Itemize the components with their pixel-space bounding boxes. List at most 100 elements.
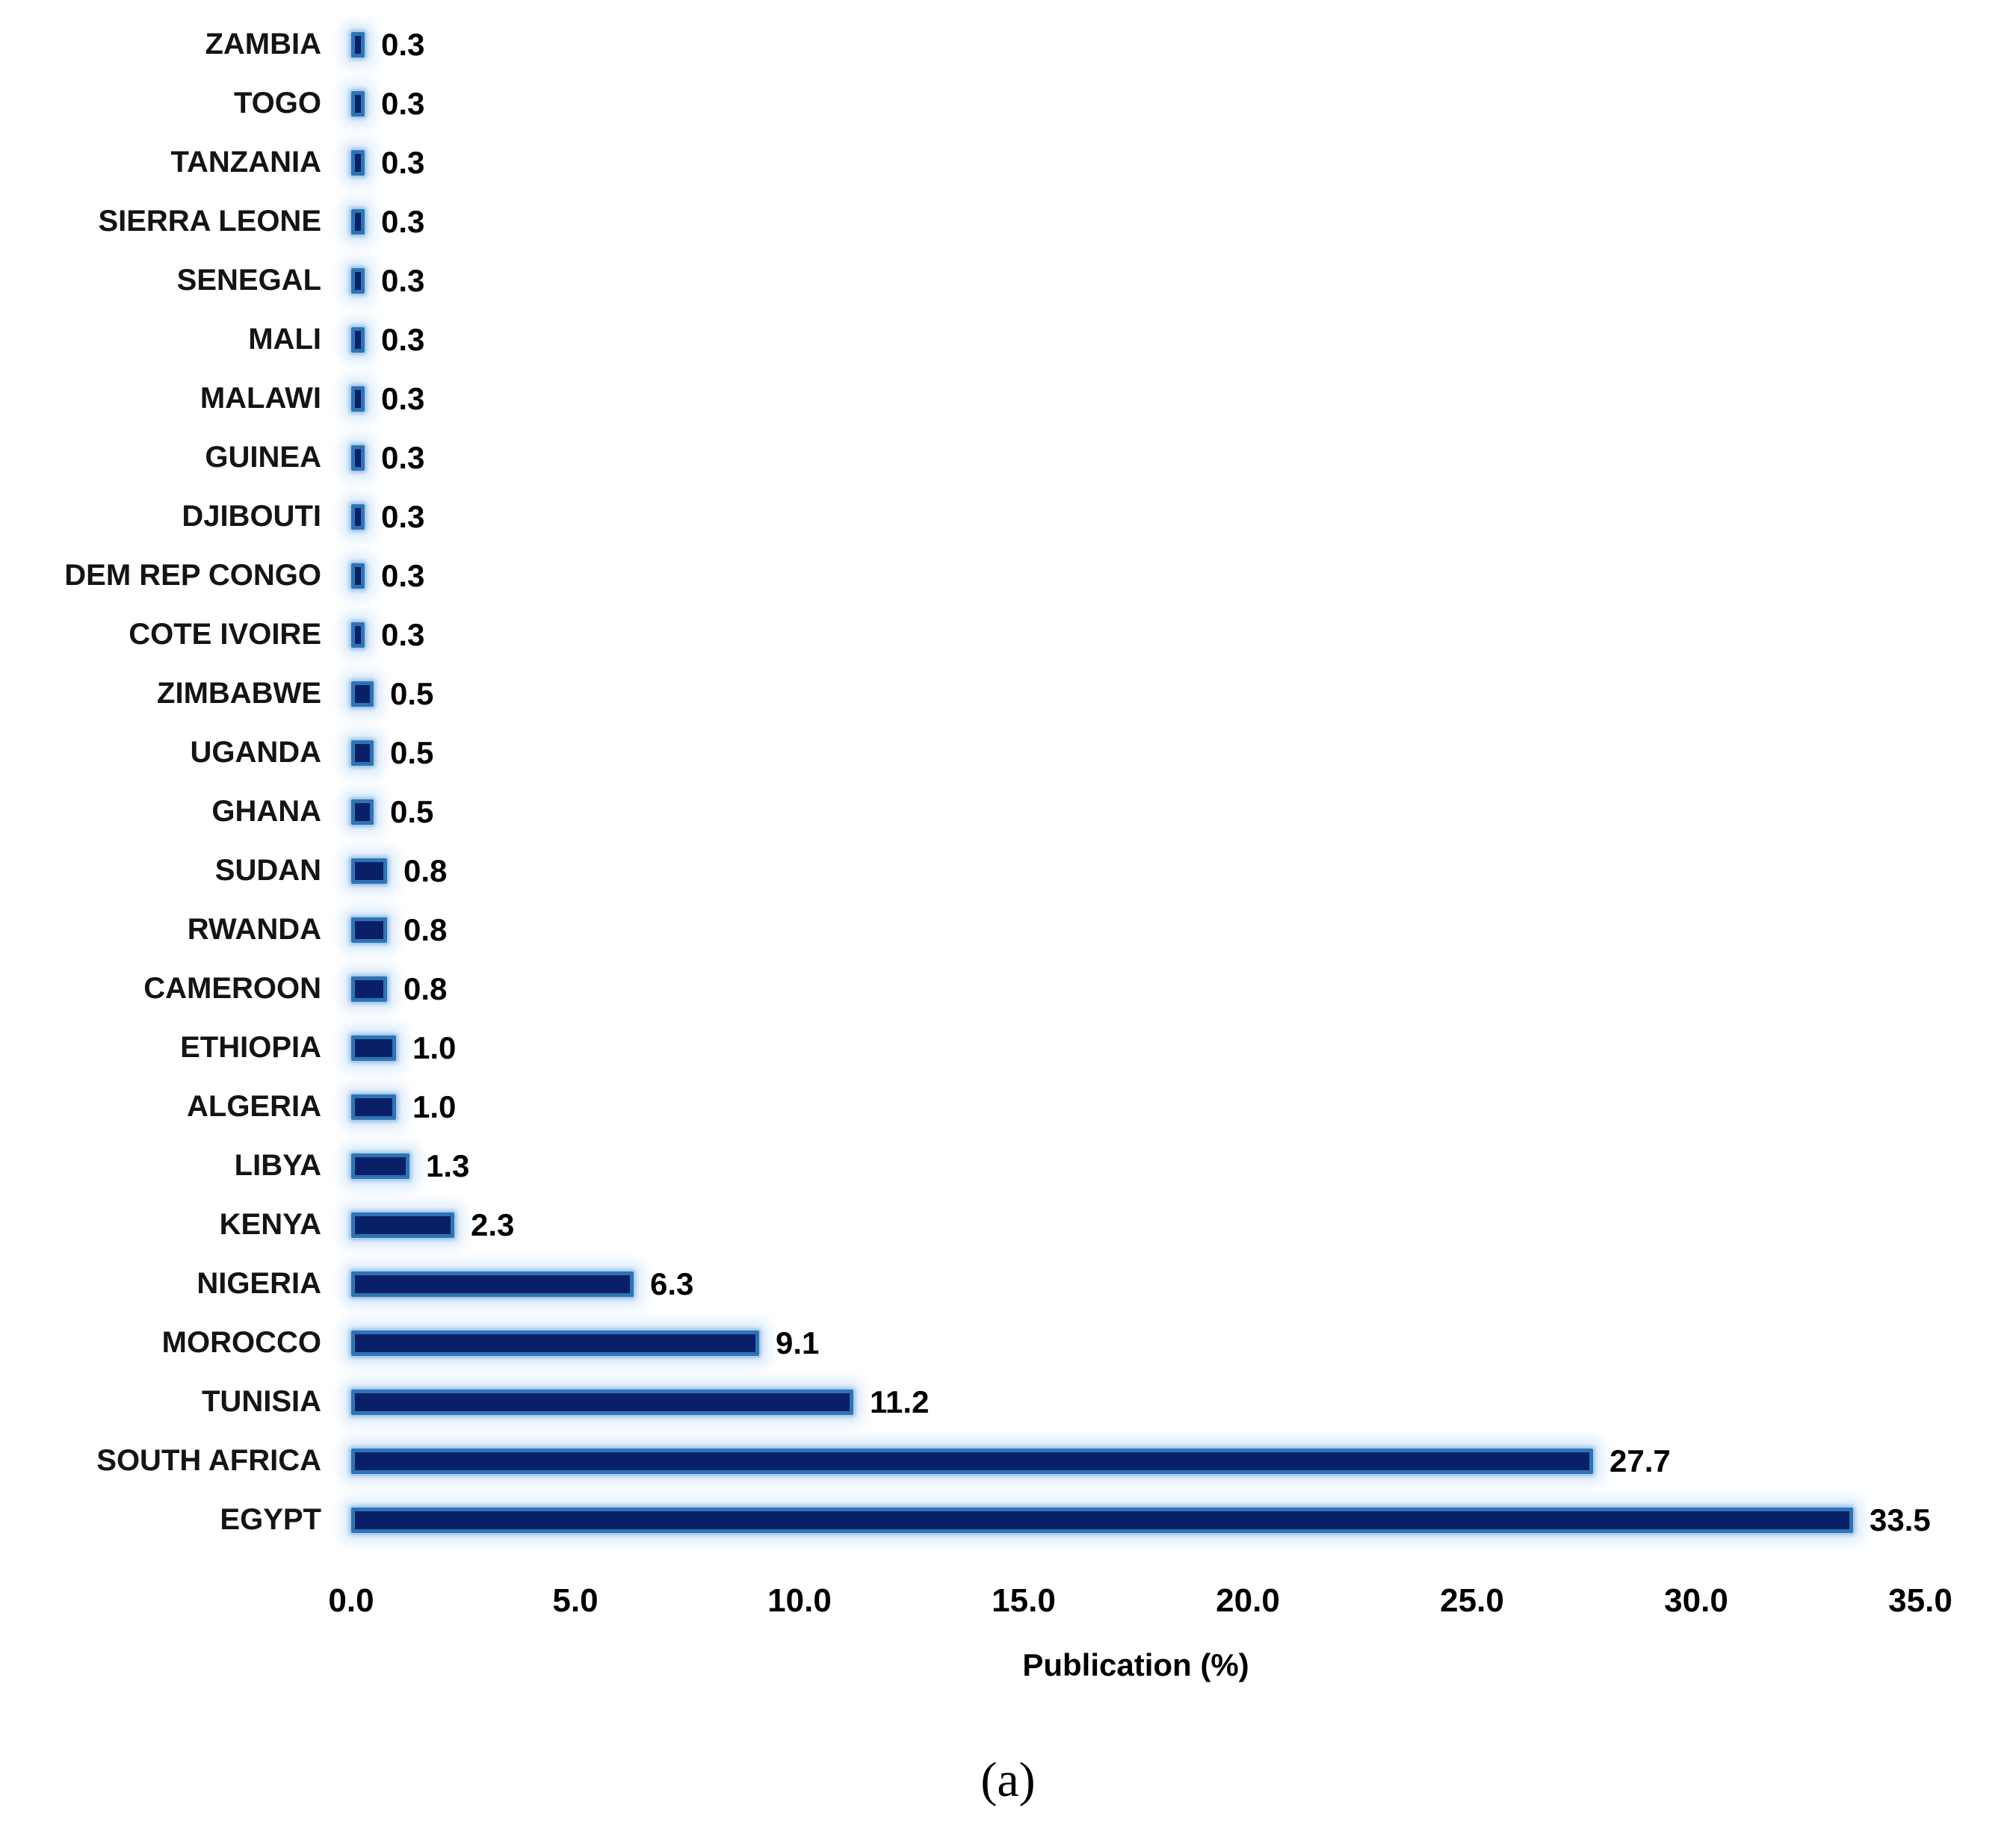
bar-row: MALI 0.3 [0,310,2016,369]
value-label: 0.3 [381,262,425,298]
category-label: TOGO [233,87,321,120]
bar [351,504,365,530]
category-label: KENYA [219,1208,321,1241]
value-label: 1.0 [412,1029,457,1065]
category-label: EGYPT [220,1503,321,1536]
category-label: RWANDA [187,913,321,946]
value-label: 0.3 [381,203,425,239]
bar [351,326,365,353]
bar [351,267,365,294]
bar-track: 0.5 [351,664,1920,723]
bar-track: 27.7 [351,1431,1920,1490]
x-axis: 0.0 5.0 10.0 15.0 20.0 25.0 30.0 35.0 [328,1582,1952,1627]
bar [351,858,387,884]
x-tick-label: 15.0 [992,1582,1056,1619]
x-tick-label: 25.0 [1440,1582,1504,1619]
bar-track: 0.3 [351,74,1920,133]
category-label: GUINEA [205,441,321,474]
bar-track: 33.5 [351,1490,1931,1549]
bar-row: RWANDA 0.8 [0,900,2016,959]
bar-track: 0.5 [351,723,1920,782]
bar-track: 0.8 [351,841,1920,900]
value-label: 0.3 [381,616,425,652]
bar-row: UGANDA 0.5 [0,723,2016,782]
bar [351,1448,1593,1474]
value-label: 6.3 [650,1266,694,1301]
category-label: TANZANIA [170,146,321,179]
bar [351,622,365,648]
bar-row: GHANA 0.5 [0,782,2016,841]
bar-row: TANZANIA 0.3 [0,133,2016,192]
bar [351,740,374,766]
bar [351,1271,634,1297]
bar-track: 0.3 [351,605,1920,664]
category-label: ALGERIA [187,1090,321,1123]
value-label: 2.3 [471,1207,515,1242]
category-label: COTE IVOIRE [129,618,321,651]
bar-row: SUDAN 0.8 [0,841,2016,900]
value-label: 0.8 [403,852,448,888]
bar [351,1330,759,1356]
bar-row: MALAWI 0.3 [0,369,2016,428]
x-tick-label: 5.0 [552,1582,599,1619]
bar-row: ZAMBIA 0.3 [0,15,2016,74]
bar [351,1035,396,1061]
bar-row: MOROCCO 9.1 [0,1313,2016,1372]
bar-row: NIGERIA 6.3 [0,1254,2016,1313]
value-label: 27.7 [1610,1443,1671,1478]
bar-row: DEM REP CONGO 0.3 [0,546,2016,605]
x-tick-label: 10.0 [767,1582,832,1619]
value-label: 1.0 [412,1088,457,1124]
bar [351,1094,396,1120]
bar-track: 1.0 [351,1018,1920,1077]
bar-row: GUINEA 0.3 [0,428,2016,487]
bar [351,208,365,235]
value-label: 9.1 [776,1325,820,1360]
value-label: 0.3 [381,498,425,534]
bar-track: 1.0 [351,1077,1920,1136]
bar-track: 11.2 [351,1372,1920,1431]
bar-row: CAMEROON 0.8 [0,959,2016,1018]
category-label: CAMEROON [143,972,321,1005]
bar-row: EGYPT 33.5 [0,1490,2016,1549]
value-label: 0.3 [381,85,425,121]
category-label: ETHIOPIA [180,1031,321,1064]
bar-track: 0.3 [351,15,1920,74]
value-label: 11.2 [870,1384,930,1419]
category-label: TUNISIA [202,1385,321,1418]
value-label: 0.5 [390,734,434,770]
value-label: 33.5 [1870,1502,1931,1537]
bar [351,1153,409,1179]
bar-track: 2.3 [351,1195,1920,1254]
bar [351,1389,853,1415]
bar-track: 9.1 [351,1313,1920,1372]
category-label: DJIBOUTI [182,500,321,533]
bar-track: 1.3 [351,1136,1920,1195]
bar-row: LIBYA 1.3 [0,1136,2016,1195]
category-label: SENEGAL [176,264,321,297]
bar-track: 0.3 [351,369,1920,428]
category-label: MOROCCO [161,1326,321,1359]
bar-row: ZIMBABWE 0.5 [0,664,2016,723]
x-tick-label: 20.0 [1216,1582,1280,1619]
bar-row: TUNISIA 11.2 [0,1372,2016,1431]
category-label: UGANDA [190,736,321,769]
bar-track: 0.3 [351,192,1920,251]
value-label: 0.3 [381,439,425,475]
bar [351,31,365,58]
bar-chart: ZAMBIA 0.3 TOGO 0.3 TANZANIA 0.3 SIERRA LEONE 0… [0,15,2016,1549]
category-label: GHANA [211,795,321,828]
bar-track: 0.5 [351,782,1920,841]
category-label: SIERRA LEONE [98,205,321,238]
category-label: ZAMBIA [205,28,321,61]
category-label: LIBYA [234,1149,321,1182]
figure-caption: (a) [980,1753,1036,1807]
bar-track: 0.3 [351,428,1920,487]
bar [351,90,365,117]
x-tick-label: 35.0 [1888,1582,1952,1619]
category-label: NIGERIA [197,1267,321,1300]
bar-row: SOUTH AFRICA 27.7 [0,1431,2016,1490]
category-label: MALI [248,323,321,356]
bar [351,1212,454,1238]
bar-row: SIERRA LEONE 0.3 [0,192,2016,251]
